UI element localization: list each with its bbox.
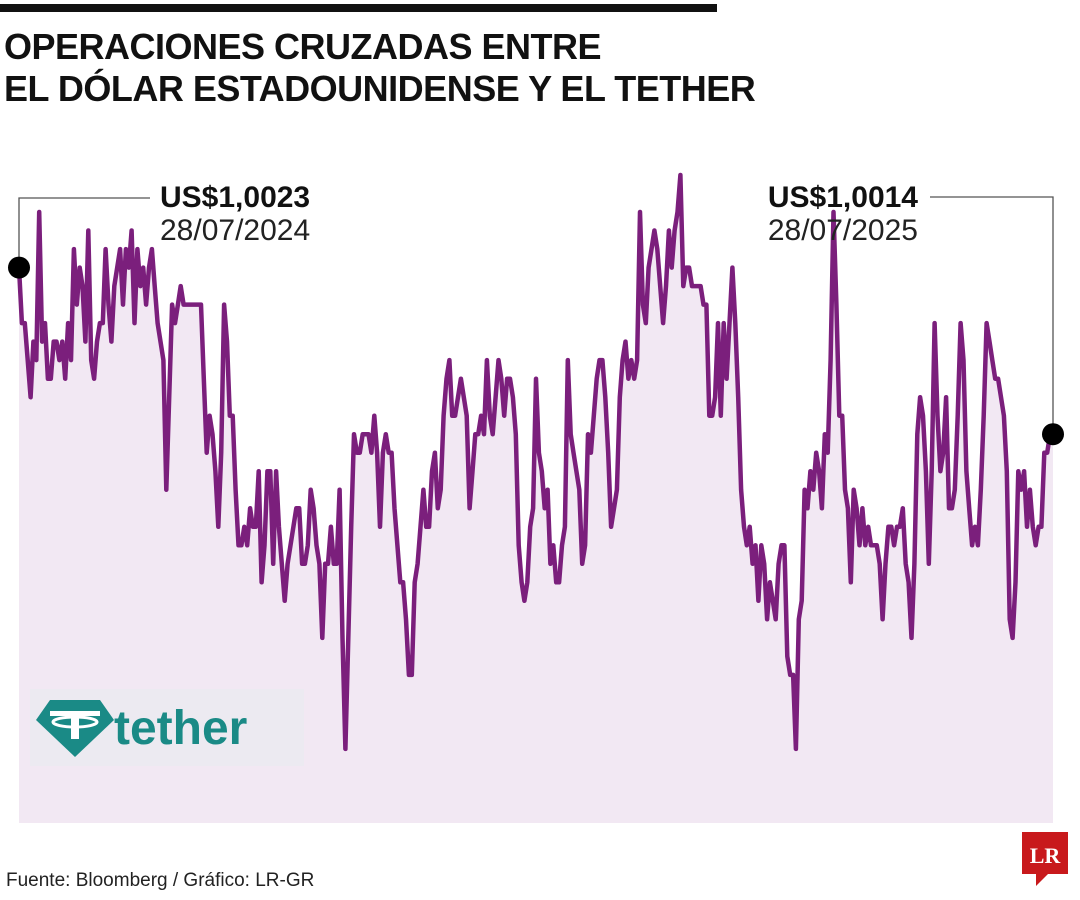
- annotation-end-value: US$1,0014: [767, 181, 918, 214]
- end-point-marker: [1042, 423, 1064, 446]
- tether-icon: [36, 700, 114, 757]
- chart-title-line-2: EL DÓLAR ESTADOUNIDENSE Y EL TETHER: [4, 68, 756, 109]
- annotation-start-date: 28/07/2024: [160, 214, 311, 247]
- title-rule: [0, 4, 717, 12]
- annotation-start: US$1,0023 28/07/2024: [160, 182, 310, 248]
- chart-title-line-1: OPERACIONES CRUZADAS ENTRE: [4, 26, 602, 67]
- annotation-end: US$1,0014 28/07/2025: [768, 182, 918, 248]
- start-point-marker: [8, 256, 30, 279]
- source-note: Fuente: Bloomberg / Gráfico: LR-GR: [6, 870, 315, 891]
- chart-title: OPERACIONES CRUZADAS ENTRE EL DÓLAR ESTA…: [4, 26, 756, 110]
- price-line: [16, 172, 1056, 752]
- tether-logo: tether: [30, 689, 304, 766]
- leader-line-start: [18, 197, 150, 268]
- annotation-end-date: 28/07/2025: [767, 214, 918, 247]
- lr-logo-shape: [1022, 832, 1068, 886]
- lr-logo-text: LR: [1030, 843, 1062, 868]
- price-area: [19, 175, 1053, 823]
- annotation-start-value: US$1,0023: [160, 181, 311, 214]
- leader-line-end: [930, 196, 1054, 435]
- tether-wordmark: tether: [114, 702, 247, 755]
- lr-publisher-logo: LR: [1022, 832, 1068, 886]
